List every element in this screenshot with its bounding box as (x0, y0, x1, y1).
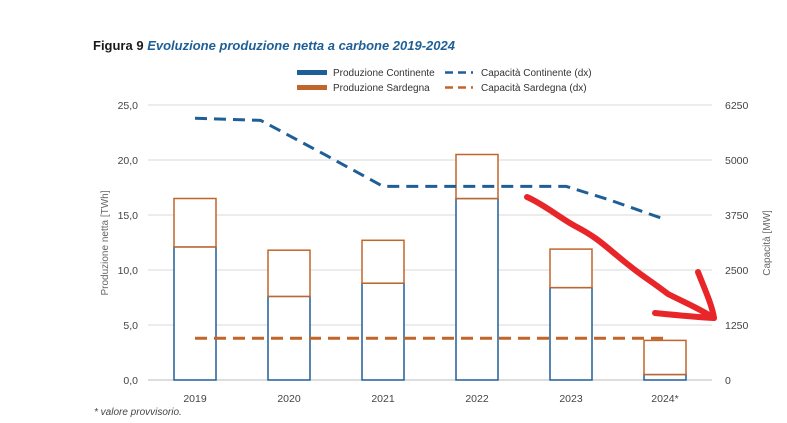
y-tick-label: 15,0 (118, 210, 139, 222)
figure-title: Figura 9 Evoluzione produzione netta a c… (93, 38, 455, 53)
x-tick-label: 2021 (371, 393, 395, 405)
y2-tick-label: 6250 (725, 100, 749, 112)
annotation-arrow-shaft (524, 194, 717, 321)
y2-tick-label: 0 (725, 375, 731, 387)
bar-sardegna (267, 249, 311, 298)
x-tick-label: 2022 (465, 393, 489, 405)
legend-produzione-sardegna-label: Produzione Sardegna (333, 83, 430, 94)
y-axis-label: Produzione netta [TWh] (100, 190, 111, 295)
x-tick-label: 2024* (651, 393, 678, 405)
legend-capacita-sardegna-label: Capacità Sardegna (dx) (481, 83, 587, 94)
line-capacita-continente (194, 116, 666, 221)
bar-sardegna (549, 248, 593, 289)
y-tick-label: 10,0 (118, 265, 139, 277)
bar-sardegna (173, 197, 217, 248)
annotation-arrow-head (652, 269, 717, 321)
bar-sardegna (455, 153, 499, 200)
x-tick-label: 2019 (183, 393, 207, 405)
figure-subtitle: Evoluzione produzione netta a carbone 20… (147, 38, 455, 53)
bar-continente (173, 246, 217, 381)
y2-tick-label: 3750 (725, 210, 749, 222)
legend-capacita-continente-label: Capacità Continente (dx) (481, 68, 592, 79)
y2-tick-label: 5000 (725, 155, 749, 167)
footnote: * valore provvisorio. (94, 407, 182, 418)
y2-axis-label: Capacità [MW] (762, 210, 773, 276)
y-tick-label: 5,0 (123, 320, 138, 332)
bar-continente (549, 286, 593, 381)
bar-continente (643, 373, 687, 381)
figure-label: Figura 9 (93, 38, 144, 53)
y-tick-label: 0,0 (123, 375, 138, 387)
legend-produzione-sardegna-swatch (297, 85, 327, 90)
legend-produzione-continente-label: Produzione Continente (333, 68, 435, 79)
y2-tick-label: 2500 (725, 265, 749, 277)
y-tick-label: 20,0 (118, 155, 139, 167)
x-tick-label: 2020 (277, 393, 301, 405)
bar-continente (361, 282, 405, 381)
legend-produzione-continente-swatch (297, 70, 327, 75)
x-tick-label: 2023 (559, 393, 583, 405)
bar-sardegna (643, 339, 687, 376)
y-tick-label: 25,0 (118, 100, 139, 112)
bar-sardegna (361, 239, 405, 284)
bar-continente (455, 197, 499, 381)
y2-tick-label: 1250 (725, 320, 749, 332)
